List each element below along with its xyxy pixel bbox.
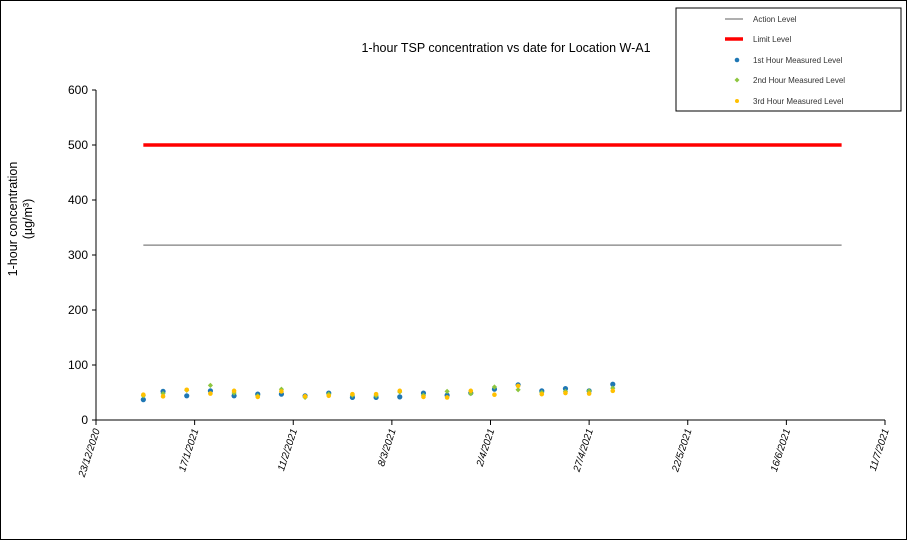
x-tick-label: 27/4/2021 [571, 428, 596, 475]
y-tick-label: 0 [81, 413, 88, 427]
data-points [140, 381, 616, 403]
point-2nd-hour [468, 391, 474, 397]
legend-box [675, 7, 902, 112]
legend-marker-2nd-hour [734, 77, 740, 83]
point-3rd-hour [515, 383, 521, 389]
legend-label-action-level: Action Level [753, 15, 797, 24]
point-2nd-hour [207, 382, 214, 388]
point-1st-hour [140, 397, 146, 403]
point-3rd-hour [421, 394, 426, 400]
x-tick-label: 2/4/2021 [475, 428, 498, 469]
legend-marker-1st-hour [734, 57, 740, 63]
x-tick-label: 17/1/2021 [177, 428, 201, 474]
point-2nd-hour [586, 388, 592, 394]
y-tick-label: 200 [68, 303, 88, 317]
point-3rd-hour [539, 391, 545, 397]
point-2nd-hour [515, 387, 521, 393]
legend-marker-3rd-hour [735, 99, 739, 103]
y-tick-label: 300 [68, 248, 88, 262]
point-3rd-hour [492, 392, 497, 398]
y-axis-label-line2: (µg/m³) [21, 199, 35, 240]
point-3rd-hour [255, 394, 261, 400]
legend-label-limit-level: Limit Level [753, 35, 791, 44]
point-3rd-hour [397, 388, 403, 394]
point-3rd-hour [141, 392, 146, 398]
x-tick-label: 23/12/2020 [77, 427, 103, 479]
x-tick-label: 11/7/2021 [868, 428, 892, 473]
x-tick-label: 11/2/2021 [276, 428, 300, 473]
point-1st-hour [397, 394, 403, 400]
reference-lines [143, 143, 842, 246]
point-1st-hour [231, 393, 237, 399]
point-1st-hour [562, 386, 569, 392]
point-3rd-hour [160, 394, 166, 399]
point-3rd-hour [586, 391, 592, 396]
point-1st-hour [610, 381, 616, 387]
point-1st-hour [184, 393, 190, 399]
point-3rd-hour [279, 389, 284, 394]
legend-label-2nd-hour: 2nd Hour Measured Level [753, 76, 845, 85]
point-3rd-hour [231, 388, 237, 394]
y-tick-label: 100 [68, 358, 88, 372]
legend-label-1st-hour: 1st Hour Measured Level [753, 56, 843, 65]
point-3rd-hour [444, 395, 450, 400]
x-tick-label: 16/6/2021 [769, 428, 793, 474]
y-axis-label-line1: 1-hour concentration [6, 162, 20, 277]
point-3rd-hour [302, 394, 308, 399]
chart-title: 1-hour TSP concentration vs date for Loc… [361, 41, 650, 55]
point-3rd-hour [208, 391, 213, 396]
y-axis-ticks: 0 100 200 300 400 500 600 [68, 83, 96, 427]
point-3rd-hour [468, 388, 474, 394]
point-2nd-hour [160, 391, 166, 397]
point-3rd-hour [373, 391, 379, 397]
y-tick-label: 400 [68, 193, 88, 207]
legend-label-3rd-hour: 3rd Hour Measured Level [753, 97, 843, 106]
point-2nd-hour [491, 384, 498, 390]
point-3rd-hour [610, 388, 616, 394]
point-3rd-hour [184, 387, 190, 393]
point-3rd-hour [326, 393, 332, 399]
y-tick-label: 600 [68, 83, 88, 97]
x-axis-ticks: 23/12/2020 17/1/2021 11/2/2021 8/3/2021 2/4/… [77, 420, 892, 479]
point-3rd-hour [350, 391, 355, 397]
x-tick-label: 22/5/2021 [670, 428, 695, 475]
point-2nd-hour [444, 388, 450, 394]
point-3rd-hour [563, 390, 568, 396]
x-tick-label: 8/3/2021 [376, 428, 398, 468]
y-tick-label: 500 [68, 138, 88, 152]
point-2nd-hour [610, 385, 616, 391]
legend: Action Level Limit Level 1st Hour Measur… [675, 7, 902, 112]
